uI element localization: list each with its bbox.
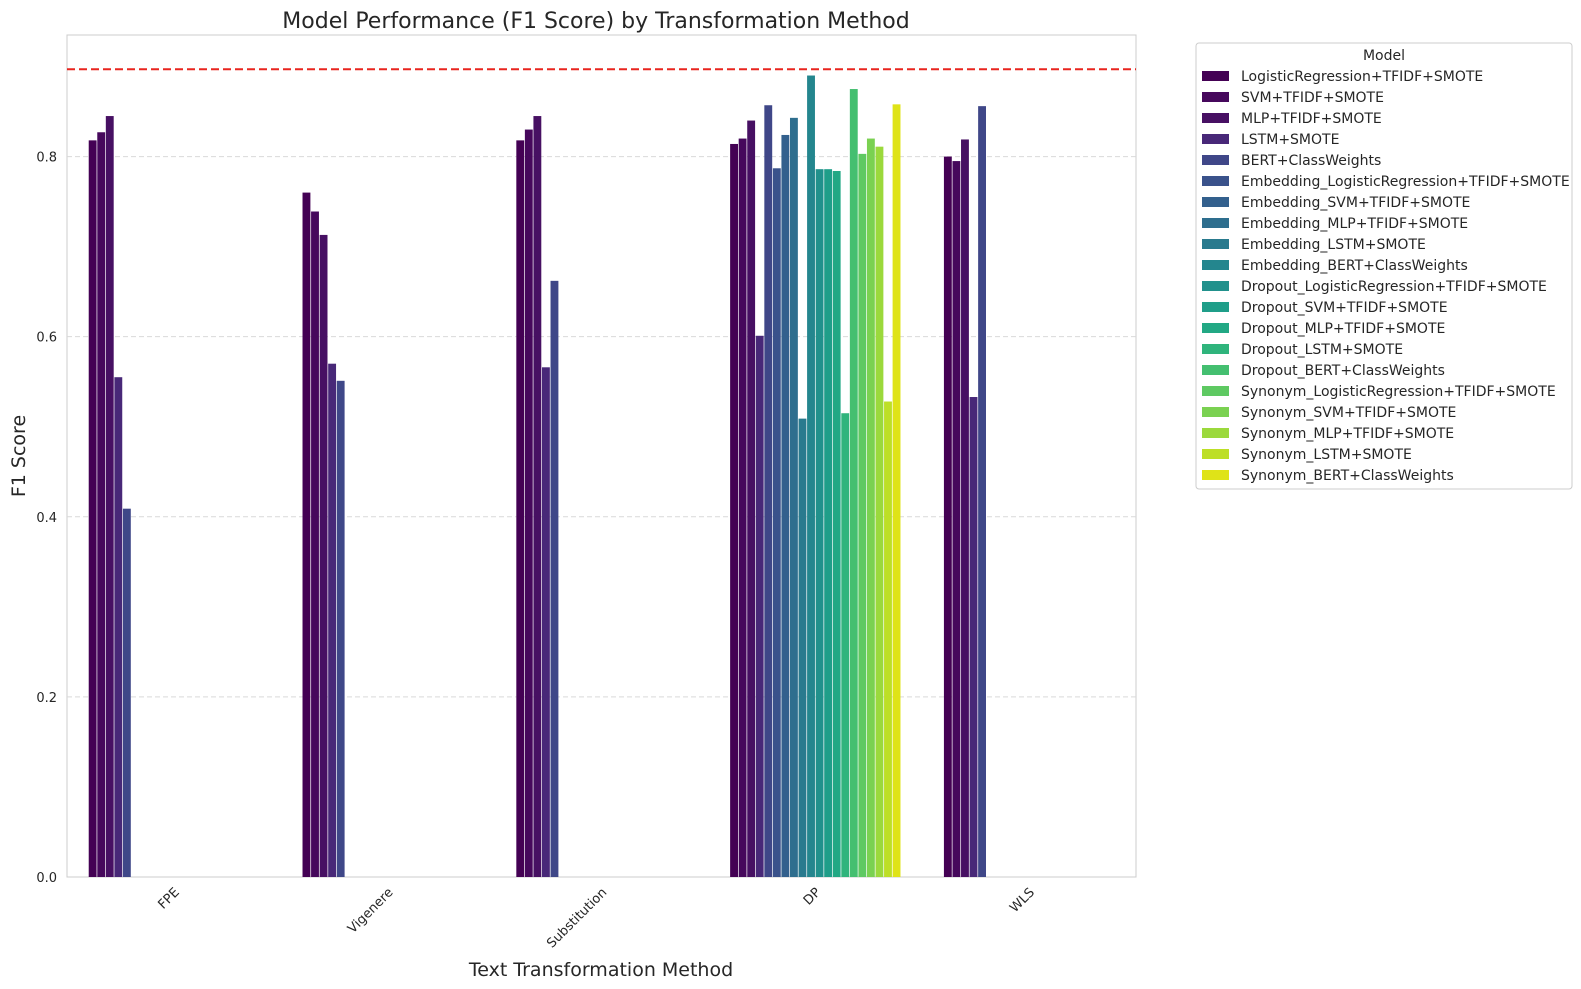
legend-label: Dropout_LogisticRegression+TFIDF+SMOTE (1241, 279, 1547, 295)
bar (550, 280, 559, 878)
bar (781, 134, 790, 877)
bar (88, 140, 97, 878)
bar (302, 192, 311, 878)
bar (969, 397, 978, 877)
bar (952, 161, 961, 878)
bar (114, 377, 123, 877)
bar (516, 140, 525, 878)
x-axis-title: Text Transformation Method (468, 959, 733, 981)
bar (789, 117, 798, 878)
legend-label: LSTM+SMOTE (1241, 132, 1339, 148)
bar (533, 116, 542, 878)
legend-swatch (1202, 449, 1229, 459)
bar (798, 418, 807, 877)
bar (892, 104, 901, 877)
bars (88, 75, 986, 878)
legend-swatch (1202, 470, 1229, 480)
bar (336, 380, 345, 877)
y-tick-label: 0.2 (36, 691, 57, 706)
legend-label: Synonym_SVM+TFIDF+SMOTE (1241, 405, 1456, 421)
legend-swatch (1202, 113, 1229, 123)
legend-label: BERT+ClassWeights (1241, 153, 1381, 169)
legend-label: Dropout_SVM+TFIDF+SMOTE (1241, 300, 1448, 316)
bar (832, 170, 841, 878)
legend-label: Dropout_BERT+ClassWeights (1241, 363, 1445, 379)
legend-label: Embedding_MLP+TFIDF+SMOTE (1241, 216, 1468, 232)
legend-swatch (1202, 134, 1229, 144)
legend-label: MLP+TFIDF+SMOTE (1241, 111, 1382, 127)
legend-label: Synonym_LogisticRegression+TFIDF+SMOTE (1241, 384, 1556, 400)
bar (319, 234, 328, 878)
legend-swatch (1202, 407, 1229, 417)
bar (738, 138, 747, 877)
legend-swatch (1202, 281, 1229, 291)
bar (524, 129, 533, 877)
bar (978, 106, 986, 878)
legend-swatch (1202, 155, 1229, 165)
legend-label: Embedding_LogisticRegression+TFIDF+SMOTE (1241, 174, 1570, 190)
legend: Model LogisticRegression+TFIDF+SMOTE SVM+… (1195, 42, 1573, 490)
y-axis-title: F1 Score (8, 415, 30, 497)
bar (747, 120, 756, 878)
legend-label: Embedding_SVM+TFIDF+SMOTE (1241, 195, 1470, 211)
legend-label: Dropout_MLP+TFIDF+SMOTE (1241, 321, 1445, 337)
bar (772, 168, 781, 877)
legend-label: Synonym_LSTM+SMOTE (1241, 447, 1412, 463)
legend-swatch (1202, 239, 1229, 249)
y-tick-label: 0.4 (36, 511, 57, 526)
bar (730, 143, 738, 877)
bar (849, 89, 858, 877)
bar (122, 508, 131, 877)
legend-label: Synonym_BERT+ClassWeights (1241, 468, 1454, 484)
y-tick-labels: 0.0 0.2 0.4 0.6 0.8 (36, 151, 57, 886)
bar (541, 367, 550, 877)
legend-swatch (1202, 323, 1229, 333)
bar (841, 413, 850, 877)
legend-label: Embedding_BERT+ClassWeights (1241, 258, 1468, 274)
y-tick-label: 0.0 (36, 871, 57, 886)
legend-swatch (1202, 302, 1229, 312)
bar (943, 156, 952, 877)
legend-label: SVM+TFIDF+SMOTE (1241, 90, 1384, 106)
y-tick-label: 0.8 (36, 151, 57, 166)
bar (815, 169, 824, 877)
legend-frame (1195, 42, 1573, 490)
legend-swatch (1202, 218, 1229, 228)
legend-swatch (1202, 176, 1229, 186)
bar (755, 335, 764, 878)
bar (105, 116, 114, 878)
legend-swatch (1202, 344, 1229, 354)
legend-label: Synonym_MLP+TFIDF+SMOTE (1241, 426, 1454, 442)
bar (824, 169, 833, 877)
legend-swatch (1202, 428, 1229, 438)
legend-swatch (1202, 197, 1229, 207)
legend-swatch (1202, 92, 1229, 102)
legend-swatch (1202, 386, 1229, 396)
y-tick-label: 0.6 (36, 331, 57, 346)
bar (807, 75, 815, 878)
bar (97, 132, 106, 877)
legend-label: Embedding_LSTM+SMOTE (1241, 237, 1426, 253)
bar (311, 211, 319, 877)
legend-title: Model (1363, 48, 1405, 64)
bar (875, 146, 884, 877)
legend-swatch (1202, 365, 1229, 375)
legend-swatch (1202, 71, 1229, 81)
bar (961, 139, 969, 877)
legend-label: Dropout_LSTM+SMOTE (1241, 342, 1403, 358)
legend-label: LogisticRegression+TFIDF+SMOTE (1241, 69, 1483, 85)
bar (328, 363, 337, 877)
bar (858, 153, 867, 877)
bar (866, 138, 875, 877)
legend-swatch (1202, 260, 1229, 270)
chart-title: Model Performance (F1 Score) by Transfor… (282, 9, 909, 34)
bar (884, 401, 892, 877)
bar (764, 105, 773, 878)
